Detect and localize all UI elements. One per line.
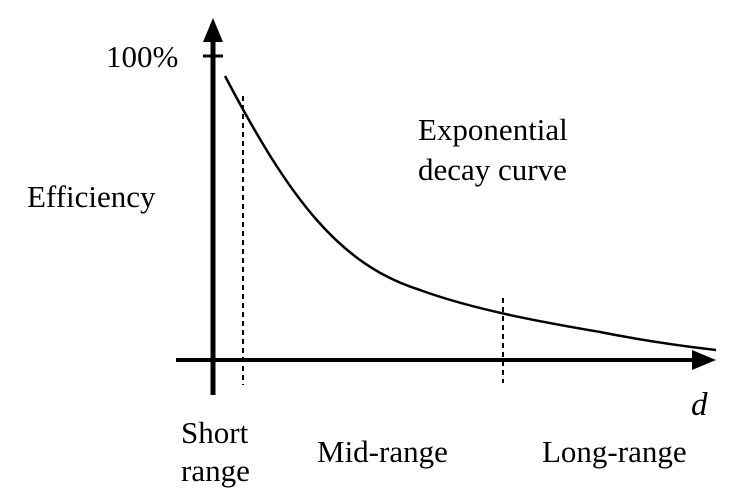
curve-label-line1: Exponential [418,112,568,147]
x-axis-label: d [691,387,708,423]
y-axis-max-label: 100% [106,39,178,74]
y-axis-label: Efficiency [27,179,156,214]
curve-label-line2: decay curve [418,152,567,187]
short-range-label-line2: range [181,453,250,488]
y-axis-arrowhead [203,18,223,42]
x-axis-arrowhead [692,350,716,370]
long-range-label: Long-range [542,434,687,469]
mid-range-label: Mid-range [317,434,448,469]
short-range-label-line1: Short [181,415,249,450]
exponential-decay-curve [223,75,717,352]
